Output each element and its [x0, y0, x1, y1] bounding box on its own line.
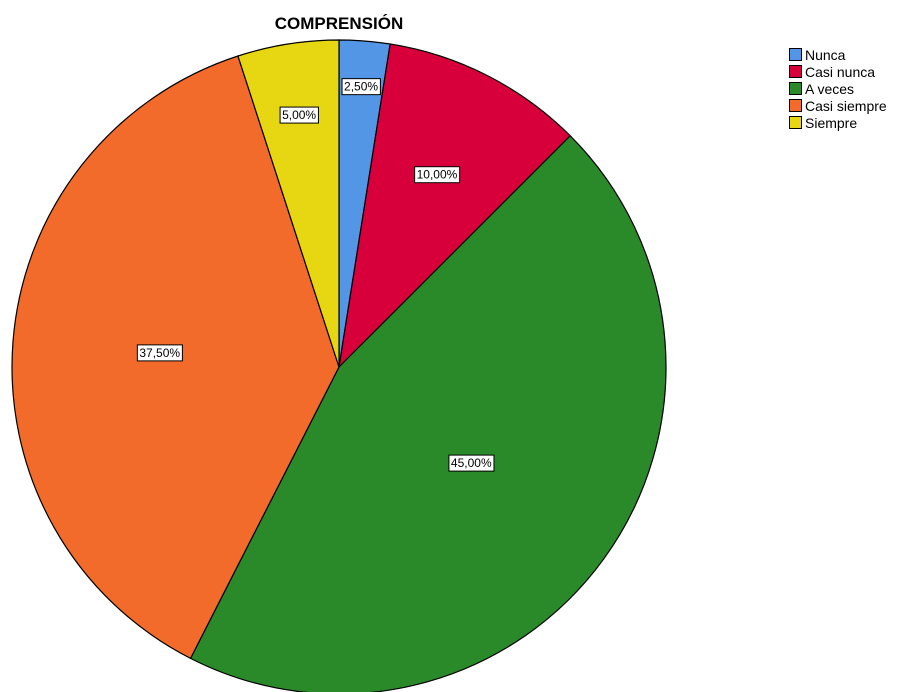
slice-value-box [414, 166, 461, 184]
slice-value-label: 10,00% [414, 166, 461, 184]
slice-value-text: 2,50% [344, 80, 378, 94]
slice-value-text: 45,00% [451, 456, 492, 470]
slice-value-label: 37,50% [136, 344, 183, 362]
pie-slice-casi-nunca [338, 43, 572, 369]
legend-label: Casi nunca [805, 63, 876, 80]
legend-label: Siempre [805, 114, 858, 131]
legend-label: Casi siempre [805, 97, 887, 114]
slice-value-box [279, 106, 319, 124]
slice-value-box [136, 344, 183, 362]
slice-value-text: 5,00% [282, 108, 316, 122]
legend-item: Casi nunca [789, 63, 887, 80]
slice-value-text: 37,50% [139, 346, 180, 360]
slice-value-label: 5,00% [279, 106, 319, 124]
legend-item: A veces [789, 80, 887, 97]
pie-slices [11, 39, 667, 692]
legend-item: Siempre [789, 114, 887, 131]
legend-swatch [789, 48, 802, 61]
legend-item: Casi siempre [789, 97, 887, 114]
slice-value-label: 45,00% [448, 454, 495, 472]
slice-value-box [448, 454, 495, 472]
legend-label: Nunca [805, 46, 846, 63]
slice-value-box [341, 78, 381, 96]
legend-label: A veces [805, 80, 855, 97]
slice-value-label: 2,50% [341, 78, 381, 96]
chart-title: COMPRENSIÓN [274, 14, 404, 33]
pie-slice-a-veces [189, 134, 667, 692]
pie-value-labels: 2,50% 10,00% 45,00% 37,50% 5,00% [136, 78, 495, 472]
legend-swatch [789, 116, 802, 129]
legend-swatch [789, 99, 802, 112]
legend: Nunca Casi nunca A veces Casi siempre Siempr… [789, 46, 887, 131]
legend-swatch [789, 65, 802, 78]
legend-item: Nunca [789, 46, 887, 63]
slice-value-text: 10,00% [417, 168, 458, 182]
legend-swatch [789, 82, 802, 95]
